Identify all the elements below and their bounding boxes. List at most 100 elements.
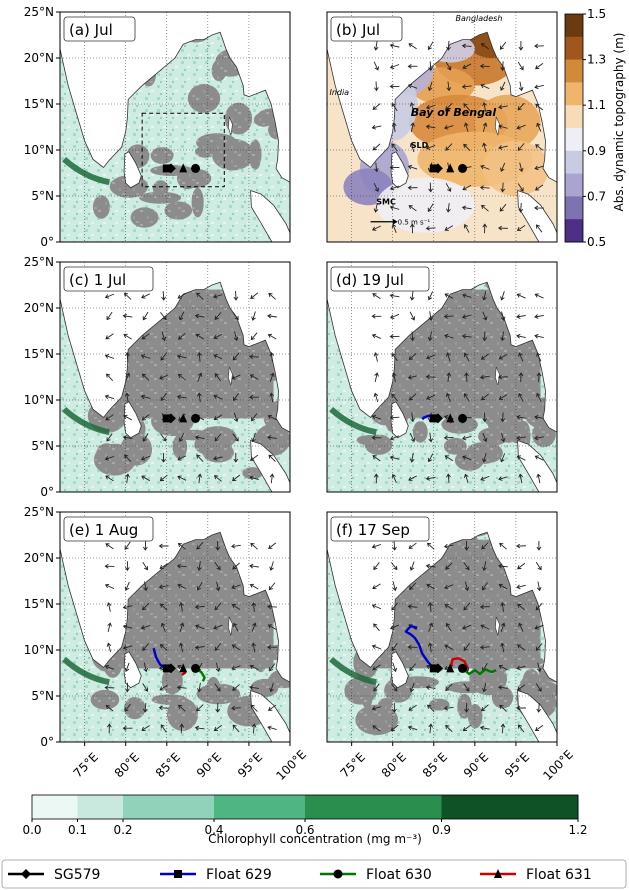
y-tick-label: 5°N (31, 189, 54, 203)
nodata-patch (467, 704, 483, 729)
chl-tick-label: 0.1 (68, 823, 87, 837)
nodata-patch (92, 195, 110, 219)
marker-square (429, 664, 438, 673)
y-tick-label: 15°N (24, 597, 54, 611)
panel-label-box (330, 266, 430, 292)
panel-c: (c) 1 Jul 0° 5°N 10°N 15°N 20°N 25°N (24, 255, 291, 499)
panel-frame (59, 261, 291, 493)
ssh-colorbar-step (565, 173, 583, 197)
ssh-colorbar-step (565, 36, 583, 61)
marker-circle (191, 413, 201, 423)
marker-triangle (446, 663, 455, 673)
y-tick-label: 5°N (31, 439, 54, 453)
nodata-patch (195, 145, 216, 158)
panel-label-box (63, 266, 154, 292)
legend-label: Float 631 (526, 867, 592, 883)
panel-d: (d) 19 Jul (326, 261, 558, 493)
x-tick-label: 100°E (540, 747, 576, 783)
y-tick-label: 5°N (31, 689, 54, 703)
land-mass (327, 512, 557, 683)
ssh-colorbar-step (565, 82, 583, 106)
land-mass (327, 12, 557, 183)
x-tick-label: 75°E (71, 750, 101, 780)
chl-colorbar-step (305, 795, 442, 819)
land-andaman (495, 116, 500, 136)
land-sumatra (250, 439, 290, 492)
y-tick-label: 25°N (24, 5, 54, 19)
land-mass (327, 262, 557, 433)
legend-marker (333, 869, 343, 879)
panel-label: (f) 17 Sep (336, 521, 410, 539)
panel-label: (e) 1 Aug (69, 521, 138, 539)
nodata-patch (150, 147, 174, 164)
x-tick-label: 85°E (153, 750, 183, 780)
land-sri-lanka (123, 651, 142, 689)
chl-colorbar-step (77, 795, 124, 819)
panel-f: (f) 17 Sep 75°E 80°E 85°E 90°E 95°E 100°E (326, 511, 576, 783)
land-andaman (228, 366, 233, 386)
land-sri-lanka (390, 401, 409, 439)
y-tick-label: 15°N (24, 97, 54, 111)
y-tick-label: 10°N (24, 393, 54, 407)
land-sri-lanka (123, 151, 142, 189)
chl-colorbar-step (123, 795, 215, 819)
coastal-chl (329, 406, 377, 436)
legend-marker (494, 869, 502, 878)
x-tick-label: 100°E (273, 747, 309, 783)
legend-marker (174, 870, 182, 878)
nodata-patch (446, 681, 488, 694)
land-sumatra (517, 439, 557, 492)
land-sri-lanka (390, 651, 409, 689)
nodata-patch (191, 187, 204, 218)
map-area (327, 12, 557, 242)
scale-arrow-label: 0.5 m s⁻¹ (398, 219, 431, 227)
coastal-chl (62, 656, 110, 686)
y-tick-label: 25°N (24, 505, 54, 519)
legend-marker (21, 869, 31, 879)
nodata-patch (531, 681, 557, 700)
marker-square (162, 414, 171, 423)
label-bay-of-bengal: Bay of Bengal (411, 106, 497, 119)
nodata-patch (443, 437, 467, 455)
ssh-colorbar-step (565, 196, 583, 220)
y-tick-label: 20°N (24, 51, 54, 65)
land-sumatra (517, 689, 557, 742)
marker-triangle (179, 163, 188, 173)
panel-label-box (63, 516, 154, 542)
panel-a: (a) Jul 0° 5°N 10°N 15°N 20°N 25°N (24, 5, 291, 249)
y-tick-label: 20°N (24, 551, 54, 565)
land-sumatra (250, 189, 290, 242)
map-area (60, 512, 290, 742)
land-sri-lanka (390, 151, 409, 189)
chl-tick-label: 0.2 (113, 823, 132, 837)
nodata-patch (139, 191, 182, 204)
ssh-colorbar: 1.5 1.3 1.1 0.9 0.7 0.5 (564, 7, 606, 249)
panel-label-box (63, 16, 136, 42)
nodata-patch (172, 434, 188, 459)
land-mass (60, 512, 290, 683)
x-tick-label: 90°E (461, 750, 491, 780)
y-tick-label: 0° (40, 735, 54, 749)
map-area (60, 262, 290, 492)
legend: SG579 Float 629 Float 630 Float 631 (1, 859, 627, 889)
ssh-colorbar-step (565, 150, 583, 175)
nodata-patch (196, 683, 241, 705)
panel-label-box (330, 516, 430, 542)
nodata-patch (356, 435, 382, 446)
nodata-patch (248, 139, 262, 170)
nodata-patch (96, 443, 118, 466)
ssh-colorbar-step (565, 219, 583, 243)
marker-triangle (179, 663, 188, 673)
legend-label: SG579 (54, 867, 100, 883)
nodata-patch (90, 689, 120, 710)
chl-colorbar-step (214, 795, 306, 819)
y-tick-label: 25°N (24, 255, 54, 269)
coastal-chl (329, 656, 377, 686)
ssh-colorbar-step (565, 105, 583, 129)
ssh-colorbar-step (565, 14, 583, 38)
ssh-colorbar-label: Abs. dynamic topography (m) (612, 33, 626, 212)
chl-colorbar-label: Chlorophyll concentration (mg m⁻³) (208, 832, 422, 846)
ssh-colorbar-step (565, 128, 583, 152)
nodata-patch (378, 698, 393, 711)
